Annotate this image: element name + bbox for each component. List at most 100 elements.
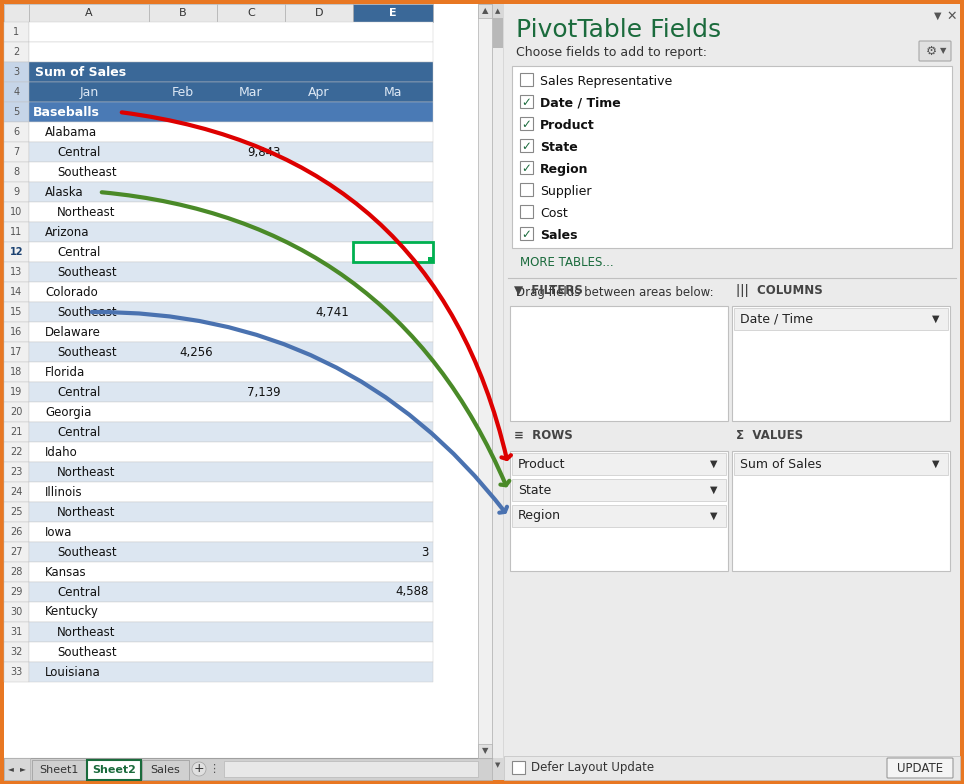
Text: 23: 23 [11, 467, 23, 477]
Bar [512, 453, 726, 475]
Text: Southeast: Southeast [57, 306, 117, 318]
Bar [492, 4, 504, 780]
Text: Product: Product [518, 458, 566, 470]
Text: ▲: ▲ [495, 8, 500, 14]
Text: Southeast: Southeast [57, 546, 117, 558]
Bar [732, 306, 950, 421]
Text: Date / Time: Date / Time [540, 96, 621, 110]
Bar [29, 362, 433, 382]
Text: 3: 3 [421, 546, 429, 558]
Text: Southeast: Southeast [57, 645, 117, 659]
Bar [29, 302, 433, 322]
Text: Apr: Apr [308, 85, 330, 99]
Text: Northeast: Northeast [57, 626, 116, 638]
Text: Georgia: Georgia [45, 405, 92, 419]
Bar [29, 222, 433, 242]
Bar [29, 522, 433, 542]
Bar [29, 142, 433, 162]
Text: D: D [315, 8, 323, 18]
Text: ►: ► [20, 764, 26, 774]
Bar [734, 308, 948, 330]
Text: 21: 21 [11, 427, 23, 437]
Text: 24: 24 [11, 487, 23, 497]
Bar [29, 82, 433, 102]
Text: Sheet1: Sheet1 [40, 765, 79, 775]
Text: 3: 3 [13, 67, 19, 77]
Text: ▼: ▼ [710, 511, 718, 521]
Bar [4, 402, 29, 422]
Text: E: E [389, 8, 397, 18]
Bar [29, 582, 433, 602]
Bar [512, 761, 525, 774]
Bar [29, 482, 433, 502]
Text: Central: Central [57, 245, 100, 259]
Bar [4, 542, 29, 562]
Text: Kansas: Kansas [45, 565, 87, 579]
Bar [29, 622, 433, 642]
Bar [4, 62, 29, 82]
Text: Sum of Sales: Sum of Sales [740, 458, 821, 470]
Bar [4, 162, 29, 182]
Bar [4, 662, 29, 682]
Bar [4, 382, 29, 402]
Bar [4, 442, 29, 462]
Text: Region: Region [540, 162, 588, 176]
Text: 27: 27 [11, 547, 23, 557]
Bar [4, 262, 29, 282]
Bar [29, 562, 433, 582]
Text: 11: 11 [11, 227, 22, 237]
Bar [4, 242, 29, 262]
Text: ▼: ▼ [710, 485, 718, 495]
Bar [4, 322, 29, 342]
Text: 32: 32 [11, 647, 23, 657]
Bar [29, 22, 433, 42]
Text: Arizona: Arizona [45, 226, 90, 238]
Bar [493, 18, 503, 48]
Bar [29, 642, 433, 662]
Text: Central: Central [57, 146, 100, 158]
Bar [428, 257, 433, 262]
Text: 25: 25 [11, 507, 23, 517]
Bar [4, 758, 30, 780]
Text: State: State [540, 140, 577, 154]
Bar [4, 642, 29, 662]
Text: ✓: ✓ [522, 118, 531, 130]
Text: Date / Time: Date / Time [740, 313, 813, 325]
Text: UPDATE: UPDATE [897, 761, 943, 775]
Bar [4, 4, 492, 780]
Text: Kentucky: Kentucky [45, 605, 99, 619]
Bar [520, 161, 533, 174]
Text: Florida: Florida [45, 365, 85, 379]
Bar [29, 502, 433, 522]
Bar [520, 139, 533, 152]
Text: Central: Central [57, 586, 100, 598]
Text: 2: 2 [13, 47, 19, 57]
Text: Supplier: Supplier [540, 184, 592, 198]
Text: 28: 28 [11, 567, 23, 577]
Text: 14: 14 [11, 287, 22, 297]
Text: Ma: Ma [384, 85, 402, 99]
Text: 33: 33 [11, 667, 22, 677]
Bar [512, 66, 952, 248]
Text: ▼: ▼ [710, 459, 718, 469]
Bar [29, 4, 149, 22]
Text: Northeast: Northeast [57, 466, 116, 478]
Bar [29, 462, 433, 482]
Bar [520, 227, 533, 240]
Text: ⋮: ⋮ [208, 764, 220, 774]
Bar [29, 262, 433, 282]
Text: Cost: Cost [540, 206, 568, 220]
Text: Jan: Jan [79, 85, 98, 99]
Bar [504, 756, 960, 780]
Text: ▼: ▼ [495, 762, 500, 768]
Text: ✓: ✓ [522, 140, 531, 153]
Bar [512, 479, 726, 501]
Text: 29: 29 [11, 587, 23, 597]
Text: ▼: ▼ [940, 46, 947, 56]
Text: ⚙: ⚙ [925, 45, 937, 57]
Text: Idaho: Idaho [45, 445, 78, 459]
Bar [4, 562, 29, 582]
Bar [29, 62, 433, 82]
Text: Southeast: Southeast [57, 266, 117, 278]
Bar [87, 760, 141, 780]
